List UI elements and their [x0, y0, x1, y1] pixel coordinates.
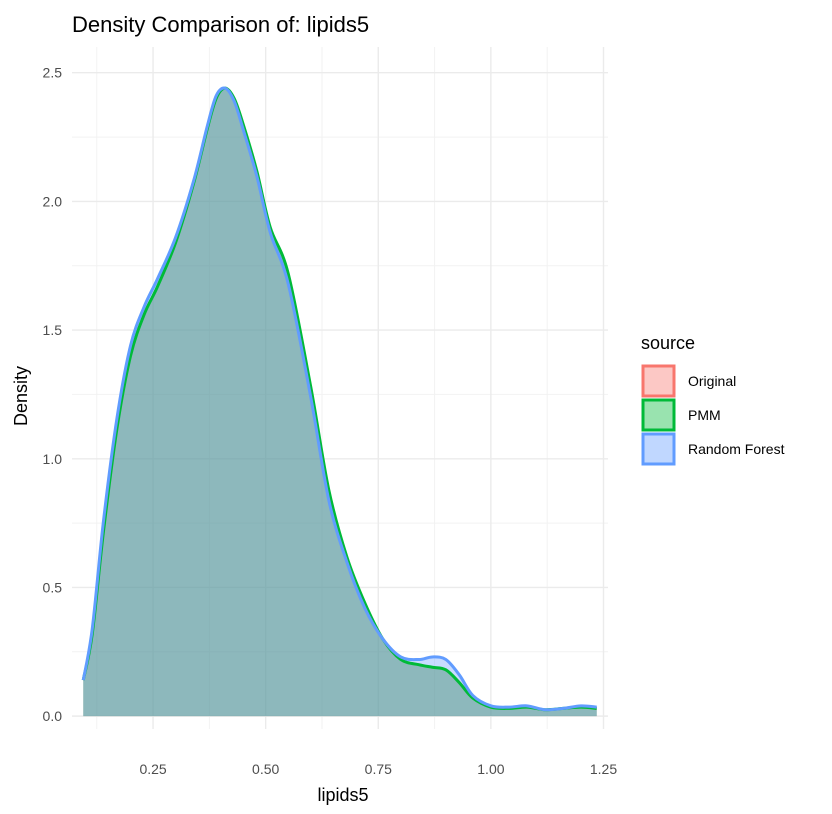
density-lines: [81, 86, 597, 712]
y-tick-label: 2.0: [43, 193, 63, 209]
x-axis-ticks: 0.25 0.50 0.75 1.00 1.25: [139, 761, 617, 777]
y-tick-label: 1.0: [43, 451, 63, 467]
grid-lines: [72, 47, 608, 729]
density-areas: [83, 87, 597, 717]
legend-key-pmm: [641, 398, 676, 432]
y-tick-label: 1.5: [43, 322, 63, 338]
y-axis-title: Density: [11, 366, 31, 426]
legend-label-original: Original: [688, 373, 736, 389]
legend-label-pmm: PMM: [688, 407, 721, 423]
y-tick-label: 2.5: [43, 65, 63, 81]
legend-items: Original PMM Random Forest: [641, 364, 785, 466]
x-tick-label: 0.50: [252, 761, 279, 777]
y-tick-label: 0.5: [43, 579, 63, 595]
density-area-pmm: [83, 88, 597, 717]
legend-key-original: [641, 364, 676, 398]
legend: source Original PMM Random Forest: [641, 333, 785, 466]
legend-key-random-forest: [641, 432, 676, 466]
x-axis-title: lipids5: [317, 785, 368, 805]
density-area-original: [83, 88, 597, 717]
x-tick-label: 0.75: [365, 761, 392, 777]
density-line-random-forest: [81, 86, 597, 712]
y-tick-label: 0.0: [43, 708, 63, 724]
legend-title: source: [641, 333, 695, 353]
density-area-random-forest: [83, 87, 597, 717]
x-tick-label: 1.25: [590, 761, 617, 777]
x-tick-label: 1.00: [477, 761, 504, 777]
chart-title: Density Comparison of: lipids5: [72, 12, 369, 37]
y-axis-ticks: 0.0 0.5 1.0 1.5 2.0 2.5: [43, 65, 63, 724]
legend-label-random-forest: Random Forest: [688, 441, 785, 457]
x-tick-label: 0.25: [139, 761, 166, 777]
